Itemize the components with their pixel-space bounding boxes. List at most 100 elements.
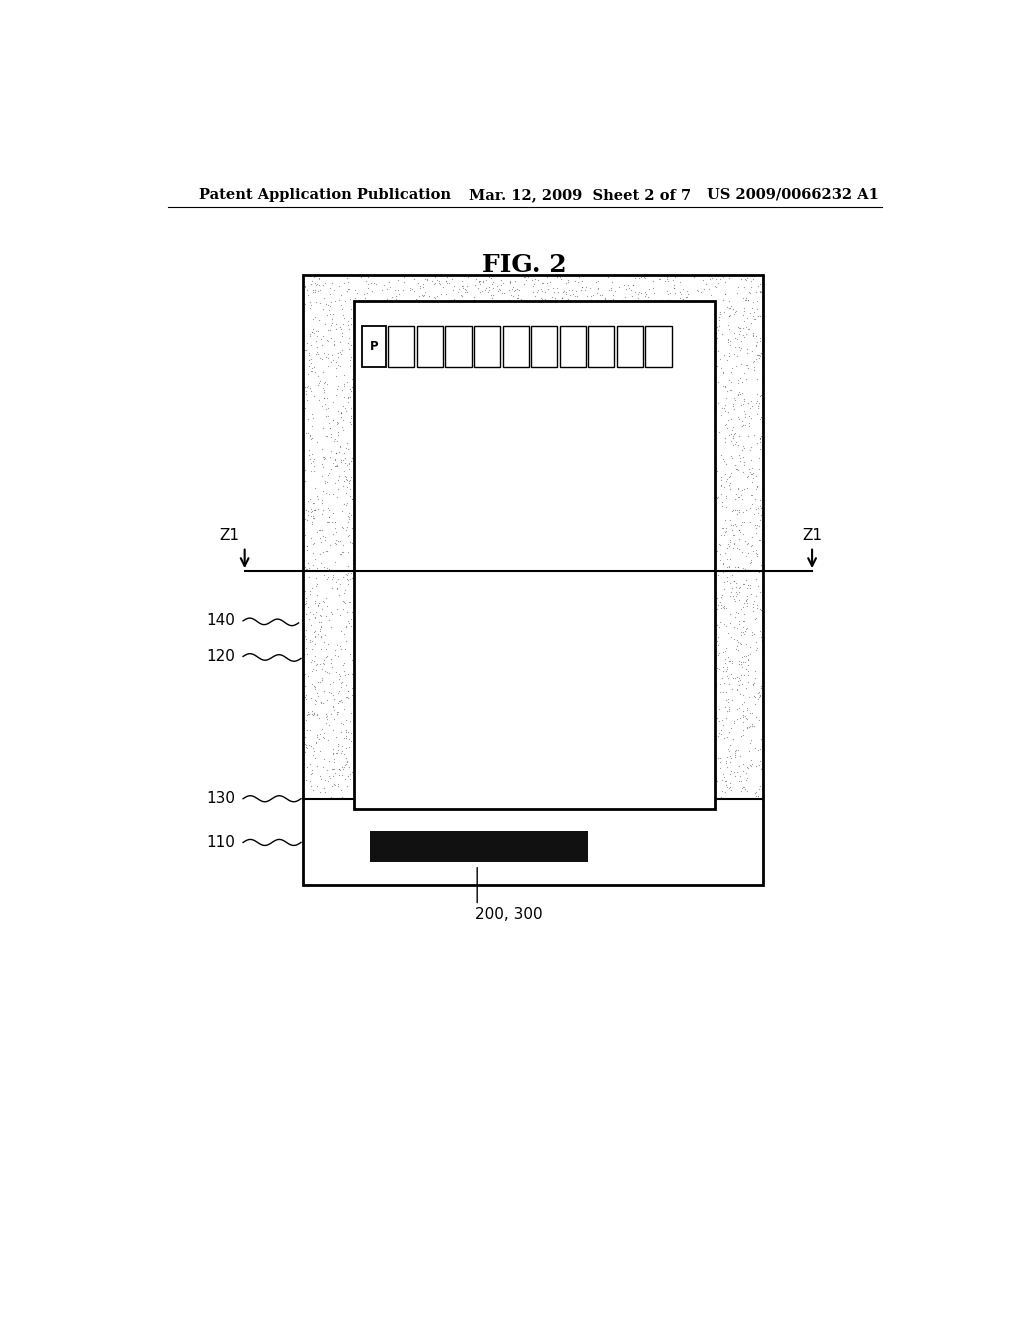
Point [749,477,765,498]
Point [304,543,321,564]
Point [304,630,321,651]
Point [332,760,348,781]
Point [718,517,734,539]
Point [727,668,743,689]
Point [712,268,728,289]
Point [307,626,324,647]
Point [300,375,316,396]
Point [333,639,349,660]
Point [722,626,738,647]
Point [331,690,347,711]
Point [724,577,740,598]
Point [302,453,318,474]
Point [718,598,734,619]
Point [343,368,359,389]
Point [720,533,736,554]
Point [415,273,431,294]
Point [719,700,735,721]
Point [326,700,342,721]
Point [349,282,366,304]
Point [716,597,732,618]
Point [748,585,764,606]
Point [502,271,518,292]
Point [330,645,346,667]
Point [304,763,321,784]
Point [739,660,756,681]
Point [745,356,762,378]
Point [725,537,741,558]
Point [709,327,725,348]
Point [335,449,351,470]
Point [711,710,727,731]
Point [741,715,758,737]
Point [718,486,734,507]
Point [300,558,316,579]
Point [312,672,329,693]
Point [753,627,769,648]
Point [734,597,751,618]
Point [298,603,314,624]
Point [749,345,765,366]
Point [709,421,725,442]
Point [327,517,343,539]
Point [748,348,764,370]
Point [742,391,759,412]
Point [726,387,742,408]
Point [746,609,763,630]
Point [733,598,750,619]
Point [295,648,311,669]
Point [738,317,755,338]
Point [754,502,770,523]
Point [432,282,449,304]
Point [339,492,355,513]
Point [735,623,752,644]
Point [726,570,742,591]
Point [339,541,355,562]
Point [395,279,412,300]
Point [339,686,355,708]
Point [719,350,735,371]
Point [752,330,768,351]
Point [321,558,337,579]
Point [623,280,639,301]
Point [328,726,344,747]
Point [345,292,361,313]
Point [502,271,518,292]
Point [745,351,762,372]
Point [342,289,358,310]
Point [748,392,764,413]
Point [297,508,313,529]
Point [340,663,356,684]
Point [721,297,737,318]
Point [716,614,732,635]
Point [429,286,445,308]
Point [344,710,360,731]
Point [748,335,764,356]
Point [296,441,312,462]
Point [597,288,613,309]
Point [365,280,381,301]
Point [657,271,674,292]
Point [419,269,435,290]
Point [501,290,517,312]
Point [751,516,767,537]
Point [321,566,337,587]
Point [637,268,653,289]
Point [471,271,487,292]
Point [317,405,334,426]
Point [722,297,738,318]
Point [728,573,744,594]
Point [744,305,761,326]
Point [730,459,746,480]
Point [712,751,728,772]
Point [755,516,771,537]
Point [297,726,313,747]
Point [751,710,767,731]
Point [338,722,354,743]
Point [335,535,351,556]
Point [483,288,500,309]
Point [708,499,724,520]
Point [297,397,313,418]
Point [334,416,350,437]
Point [327,688,343,709]
